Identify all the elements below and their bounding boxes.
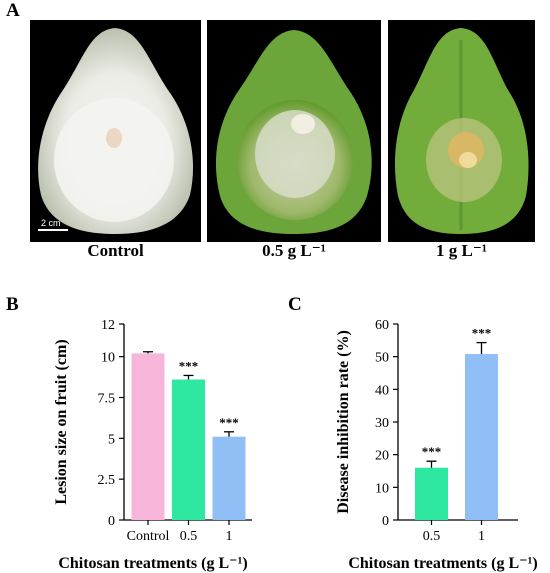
chart-c-ytick-label: 10 — [375, 481, 389, 496]
chart-c-ylabel: Disease inhibition rate (%) — [335, 330, 352, 514]
chart-b-xtick-label: 1 — [226, 529, 233, 544]
fruit-photo-0-5 — [207, 20, 381, 242]
chart-b-ytick-label: 2.5 — [98, 473, 116, 488]
chart-b-ytick-label: 7.5 — [98, 392, 116, 407]
chart-c-ytick-label: 60 — [375, 318, 389, 333]
chart-b-ylabel: Lesion size on fruit (cm) — [53, 339, 70, 504]
chart-b-xtick-label: 0.5 — [180, 529, 198, 544]
chart-b-significance: *** — [179, 358, 199, 373]
fruit-photo-1 — [388, 20, 535, 242]
fruit-1-image — [394, 28, 529, 234]
chart-b-bar — [172, 379, 205, 520]
chart-c-significance: *** — [422, 444, 442, 459]
chart-c-xtick-label: 1 — [478, 529, 485, 544]
fruit-0-5-image — [215, 30, 372, 234]
photo-label-1: 1 g L⁻¹ — [436, 241, 487, 260]
chart-b-ytick-label: 12 — [101, 318, 115, 333]
chart-b-significance: *** — [219, 415, 239, 430]
fruit-photo-control: 2 cm — [30, 20, 201, 242]
chart-b-ytick-label: 0 — [108, 514, 115, 529]
chart-c-xtick-label: 0.5 — [423, 529, 441, 544]
chart-c-ytick-label: 30 — [375, 416, 389, 431]
chart-c-svg: 0 10 20 30 40 50 60 0.5 *** 1 *** Chitosan treatmen… — [335, 318, 538, 572]
chart-b-bar — [131, 353, 165, 520]
chart-b-svg: 0 2.5 5 7.5 10 12 Control 0.5 *** 1 *** Chitosan tr… — [53, 318, 252, 572]
chart-c-significance: *** — [472, 326, 492, 341]
panel-c-letter: C — [288, 294, 302, 315]
photo-label-0-5: 0.5 g L⁻¹ — [262, 241, 326, 260]
panel-b-letter: B — [6, 294, 19, 315]
chart-c-ytick-label: 40 — [375, 383, 389, 398]
chart-c-bar — [415, 467, 448, 520]
chart-b-ytick-label: 10 — [101, 351, 115, 366]
photo-label-control: Control — [87, 241, 144, 260]
chart-b: 0 2.5 5 7.5 10 12 Control 0.5 *** 1 *** Chitosan tr… — [0, 296, 270, 572]
chart-b-xlabel: Chitosan treatments (g L⁻¹) — [58, 555, 247, 572]
scale-bar-label: 2 cm — [41, 218, 61, 228]
chart-b-ytick-label: 5 — [108, 432, 115, 447]
chart-c-ytick-label: 0 — [382, 514, 389, 529]
chart-b-bar — [212, 436, 246, 520]
chart-c-ytick-label: 50 — [375, 351, 389, 366]
panel-a-letter: A — [6, 0, 20, 21]
chart-c-bar — [465, 354, 498, 520]
fruit-control-image: 2 cm — [38, 28, 194, 234]
chart-c-ytick-label: 20 — [375, 449, 389, 464]
chart-c-xlabel: Chitosan treatments (g L⁻¹) — [348, 555, 537, 572]
chart-c: 0 10 20 30 40 50 60 0.5 *** 1 *** Chitosan treatmen… — [280, 296, 550, 572]
chart-b-xtick-label: Control — [127, 529, 170, 544]
